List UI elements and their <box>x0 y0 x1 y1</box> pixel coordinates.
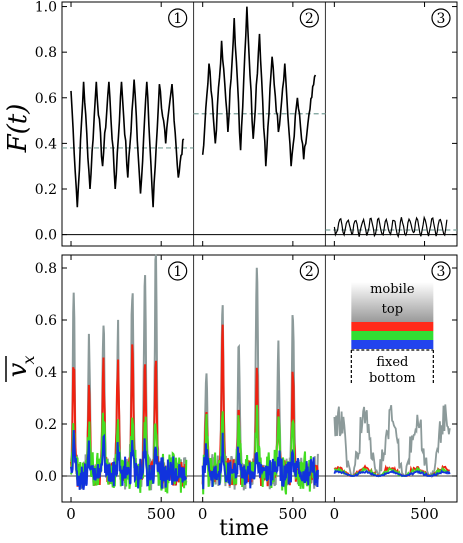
bottom-panel-label-circle <box>431 261 451 281</box>
top-panel-label: 3 <box>437 11 446 27</box>
bottom-series-gray-seg3 <box>333 404 451 479</box>
xtick-label: 0 <box>66 505 76 523</box>
inset-mobile-top <box>351 282 434 322</box>
bottom-frame <box>61 254 458 503</box>
top-ytick-label: 0.0 <box>35 228 57 244</box>
top-frame <box>61 1 458 247</box>
bottom-panel-label: 2 <box>305 264 314 280</box>
top-ytick-label: 0.8 <box>35 45 57 61</box>
bottom-series-blue-seg1 <box>70 430 188 490</box>
inset-fixed-bg <box>359 352 426 384</box>
bottom-ylabel: v x <box>3 355 38 382</box>
top-ytick-label: 1.0 <box>35 0 57 16</box>
bottom-panel-label-circle <box>168 261 188 281</box>
inset-layer <box>351 340 434 349</box>
top-series-1 <box>70 79 185 208</box>
svg-text:x: x <box>19 355 38 364</box>
bottom-ytick-label: 0.4 <box>35 365 57 381</box>
bottom-series-blue-seg2 <box>201 432 319 490</box>
bottom-panel-label: 1 <box>173 264 182 280</box>
xlabel: time <box>219 516 269 541</box>
inset-layer <box>351 322 434 331</box>
top-panel-label: 1 <box>173 11 182 27</box>
xtick-label: 0 <box>330 505 340 523</box>
bottom-series-blue-seg3 <box>333 469 451 478</box>
top-ytick-label: 0.6 <box>35 91 57 107</box>
xtick-label: 0 <box>198 505 208 523</box>
top-series-2 <box>201 6 317 167</box>
top-series-3 <box>333 215 448 239</box>
inset-top-label-1: mobile <box>370 282 415 297</box>
bottom-ytick-label: 0.8 <box>35 261 57 277</box>
top-ytick-label: 0.4 <box>35 136 57 152</box>
bottom-series-green-seg1 <box>70 412 188 494</box>
inset-layer <box>351 331 434 340</box>
xtick-label: 500 <box>279 505 308 523</box>
xtick-label: 500 <box>147 505 176 523</box>
bottom-panel-label-circle <box>299 261 319 281</box>
bottom-panel: 0.0 0.2 0.4 0.6 0.8 0 500 0 500 0 500 1 2 3 mobile top f… <box>35 254 458 523</box>
top-panel-label: 2 <box>305 11 314 27</box>
inset-top-label-2: top <box>382 302 403 317</box>
top-panel-label-circle <box>168 8 188 28</box>
top-panel: 0.0 0.2 0.4 0.6 0.8 1.0 1 2 3 <box>35 0 458 247</box>
bottom-ytick-label: 0.2 <box>35 417 57 433</box>
svg-text:v: v <box>3 362 33 377</box>
top-panel-label-circle <box>299 8 319 28</box>
bottom-panel-label: 3 <box>437 264 446 280</box>
inset-bottom-label-1: fixed <box>376 355 408 370</box>
bottom-ytick-label: 0.6 <box>35 313 57 329</box>
top-panel-label-circle <box>431 8 451 28</box>
top-ylabel: F(t) <box>3 104 33 154</box>
xtick-label: 500 <box>410 505 439 523</box>
inset-bottom-label-2: bottom <box>369 371 416 386</box>
bottom-ytick-label: 0.0 <box>35 469 57 485</box>
top-ytick-label: 0.2 <box>35 182 57 198</box>
